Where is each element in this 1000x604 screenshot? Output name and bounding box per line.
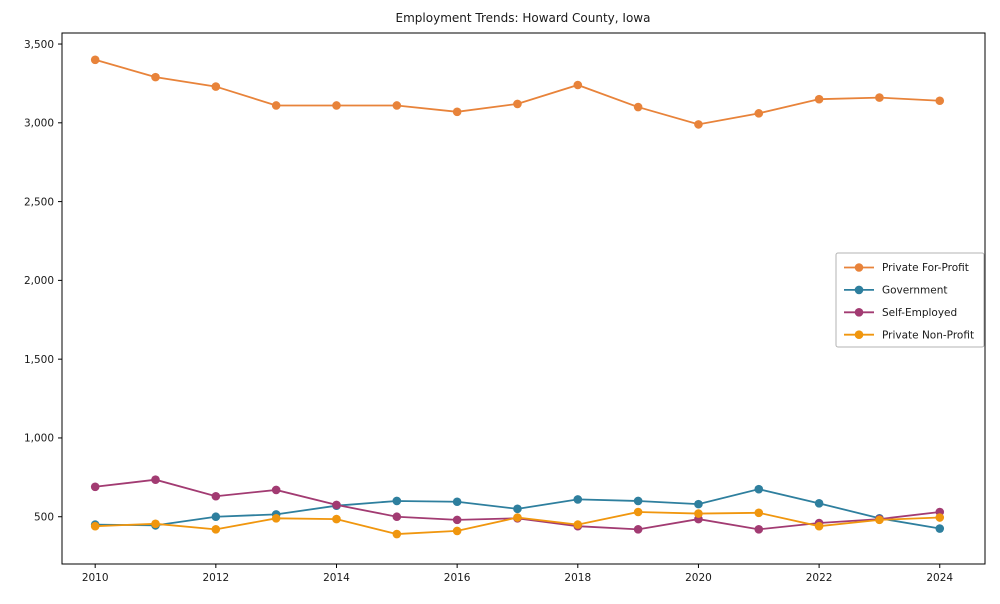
data-point [633, 496, 643, 506]
legend-marker-dot [854, 330, 864, 340]
x-tick-label: 2018 [564, 572, 591, 584]
data-point [935, 524, 945, 533]
data-point [452, 497, 462, 507]
data-point [814, 499, 824, 508]
data-point [935, 96, 945, 106]
data-point [573, 520, 583, 529]
plot-area: 2010 2012 2014 2016 2018 2020 2022 2024 500 1,000… [24, 32, 986, 584]
legend: Private For-Profit Government Self-Employe… [835, 252, 985, 348]
data-point [271, 485, 281, 495]
chart-title: Employment Trends: Howard County, Iowa [396, 11, 651, 25]
data-point [90, 521, 100, 531]
x-tick-label: 2010 [82, 572, 109, 584]
x-tick-label: 2012 [202, 572, 229, 584]
data-point [513, 513, 522, 522]
legend-box [835, 252, 985, 348]
x-tick-label: 2024 [926, 572, 953, 584]
x-tick-label: 2014 [323, 572, 350, 584]
data-point [573, 80, 583, 90]
data-point [151, 475, 160, 485]
data-point [392, 529, 402, 539]
y-tick-label: 1,500 [24, 354, 54, 366]
data-point [814, 94, 824, 104]
data-point [513, 504, 522, 514]
legend-item-government: Government [844, 285, 947, 297]
y-tick-label: 3,000 [24, 118, 54, 130]
x-axis: 2010 2012 2014 2016 2018 2020 2022 2024 [82, 564, 953, 584]
legend-marker-dot [854, 308, 864, 317]
legend-item-private-non-profit: Private Non-Profit [844, 329, 974, 341]
x-tick-label: 2016 [444, 572, 471, 584]
data-point [271, 514, 281, 523]
data-point [694, 120, 703, 129]
data-point [211, 82, 221, 91]
data-point [694, 509, 703, 518]
y-tick-label: 2,000 [24, 275, 54, 287]
series-private-non-profit [90, 507, 945, 539]
data-point [814, 521, 824, 531]
legend-label: Government [882, 285, 947, 297]
data-point [875, 515, 884, 525]
data-point [754, 484, 764, 494]
plot-border [61, 32, 986, 565]
data-point [754, 508, 764, 518]
y-axis: 500 1,000 1,500 2,000 2,500 3,000 3,500 [24, 39, 62, 524]
series-private-for-profit [90, 55, 945, 129]
data-point [754, 525, 764, 534]
data-point [332, 500, 341, 510]
data-point [332, 101, 341, 110]
data-point [392, 101, 402, 110]
data-point [633, 525, 643, 534]
legend-label: Private For-Profit [882, 262, 969, 274]
data-point [392, 512, 402, 522]
data-point [271, 101, 281, 110]
data-point [754, 109, 764, 118]
legend-marker-dot [854, 285, 864, 295]
data-point [452, 107, 462, 117]
series-line [94, 58, 940, 126]
x-tick-label: 2022 [806, 572, 833, 584]
data-point [875, 93, 884, 102]
data-point [392, 496, 402, 506]
data-point [211, 512, 221, 522]
legend-label: Private Non-Profit [882, 329, 974, 341]
data-point [211, 491, 221, 501]
data-point [151, 519, 160, 529]
y-tick-label: 3,500 [24, 39, 54, 51]
data-point [633, 507, 643, 517]
data-point [211, 525, 221, 534]
data-point [694, 499, 703, 509]
data-point [90, 482, 100, 492]
legend-item-private-for-profit: Private For-Profit [844, 262, 969, 274]
data-point [90, 55, 100, 65]
data-point [452, 526, 462, 536]
data-point [573, 495, 583, 504]
y-tick-label: 1,000 [24, 433, 54, 445]
data-point [151, 72, 160, 82]
data-point [332, 514, 341, 524]
legend-item-self-employed: Self-Employed [844, 307, 957, 319]
legend-label: Self-Employed [882, 307, 957, 319]
y-tick-label: 2,500 [24, 196, 54, 208]
data-point [935, 513, 945, 522]
x-tick-label: 2020 [685, 572, 712, 584]
legend-marker-dot [854, 263, 864, 272]
y-tick-label: 500 [34, 512, 54, 524]
data-point [452, 515, 462, 525]
data-point [513, 99, 522, 109]
data-point [633, 102, 643, 112]
